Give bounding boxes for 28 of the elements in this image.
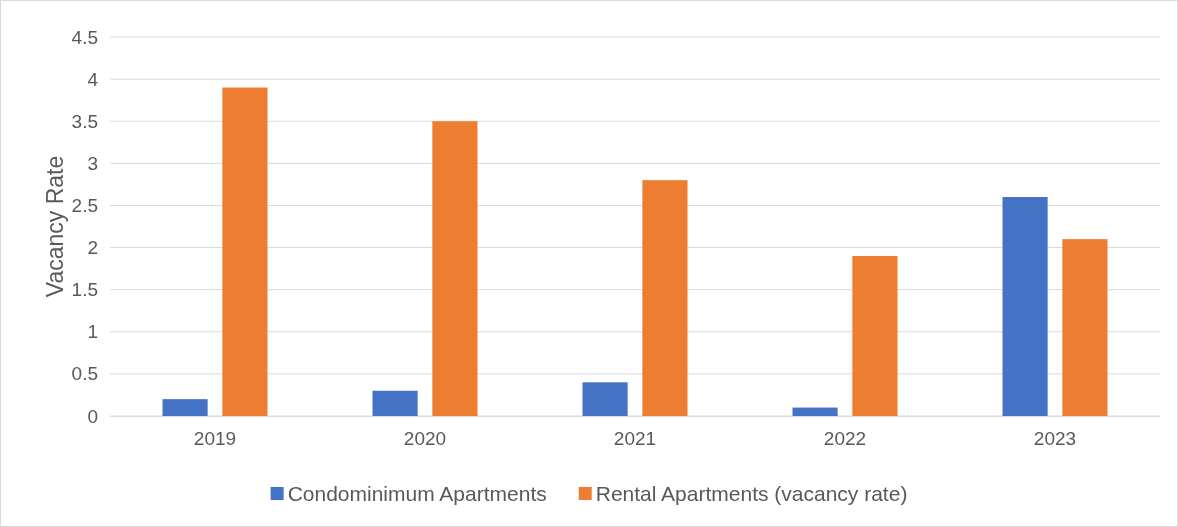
bar bbox=[1002, 197, 1048, 416]
y-axis-title: Vacancy Rate bbox=[42, 155, 68, 298]
bar bbox=[642, 180, 688, 416]
y-tick-label: 1.5 bbox=[71, 279, 98, 301]
x-tick-label: 2020 bbox=[403, 428, 447, 450]
x-tick-label: 2019 bbox=[193, 428, 237, 450]
bar bbox=[1062, 239, 1108, 416]
y-tick-label: 1 bbox=[87, 321, 98, 343]
y-tick-label: 2 bbox=[87, 237, 98, 259]
bar bbox=[162, 399, 208, 416]
x-tick-label: 2023 bbox=[1033, 428, 1077, 450]
x-tick-label: 2022 bbox=[823, 428, 867, 450]
bar bbox=[372, 390, 418, 416]
x-tick-label: 2021 bbox=[613, 428, 657, 450]
y-tick-label: 0 bbox=[87, 405, 98, 427]
bar bbox=[852, 255, 898, 416]
y-tick-label: 0.5 bbox=[71, 363, 98, 385]
bar bbox=[432, 121, 478, 416]
y-tick-label: 4.5 bbox=[71, 26, 98, 48]
legend-label: Condominimum Apartments bbox=[287, 482, 547, 506]
y-tick-label: 2.5 bbox=[71, 195, 98, 217]
bar bbox=[792, 407, 838, 416]
y-tick-label: 3 bbox=[87, 152, 98, 174]
legend-label: Rental Apartments (vacancy rate) bbox=[595, 482, 908, 506]
y-tick-label: 3.5 bbox=[71, 110, 98, 132]
bar bbox=[582, 382, 628, 416]
bar bbox=[222, 87, 268, 416]
y-tick-label: 4 bbox=[87, 68, 99, 90]
